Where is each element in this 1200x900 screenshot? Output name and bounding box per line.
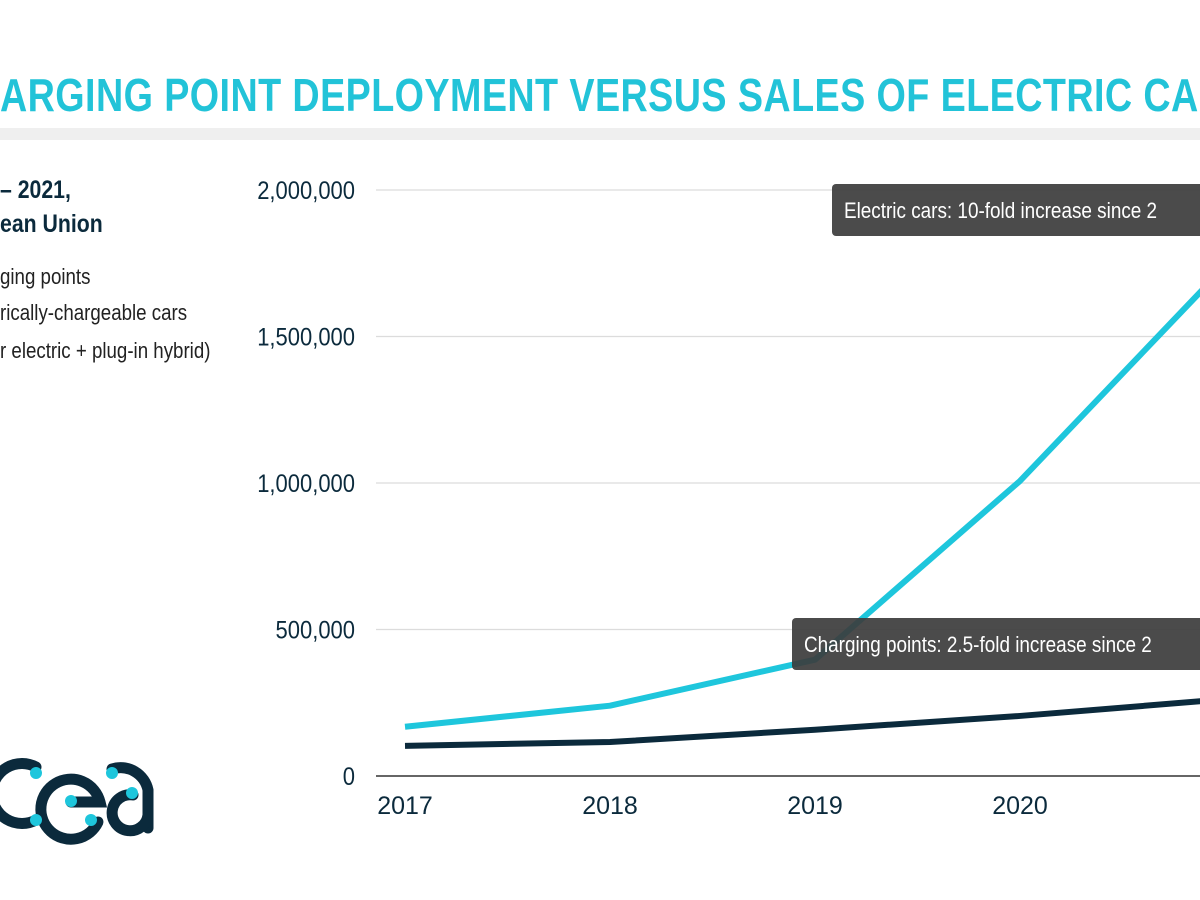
legend-electric-cars-note: r electric + plug-in hybrid) <box>0 338 211 363</box>
legend-charging-points: ging points <box>0 264 91 289</box>
x-tick-label: 2018 <box>582 792 638 820</box>
annotation-box <box>792 618 1200 670</box>
x-tick-label: 2020 <box>992 792 1048 820</box>
legend-electric-cars: rically-chargeable cars <box>0 300 188 325</box>
cea-logo <box>0 758 154 845</box>
annotation-label: Electric cars: 10-fold increase since 2 <box>844 199 1157 224</box>
x-tick-label: 2017 <box>377 792 433 820</box>
annotation-box <box>832 184 1200 236</box>
x-tick-label: 2019 <box>787 792 843 820</box>
y-tick-label: 2,000,000 <box>257 177 355 205</box>
annotation-label: Charging points: 2.5-fold increase since… <box>804 633 1152 658</box>
subtitle-line-2: ean Union <box>0 210 103 238</box>
y-tick-label: 1,500,000 <box>257 323 355 351</box>
title-divider <box>0 128 1200 140</box>
subtitle-line-1: – 2021, <box>0 176 71 204</box>
y-tick-label: 500,000 <box>276 616 355 644</box>
chart-title: ARGING POINT DEPLOYMENT VERSUS SALES OF … <box>0 69 1200 121</box>
y-tick-label: 0 <box>343 763 355 791</box>
y-tick-label: 1,000,000 <box>257 470 355 498</box>
series-line-charging-points <box>404 698 1200 749</box>
